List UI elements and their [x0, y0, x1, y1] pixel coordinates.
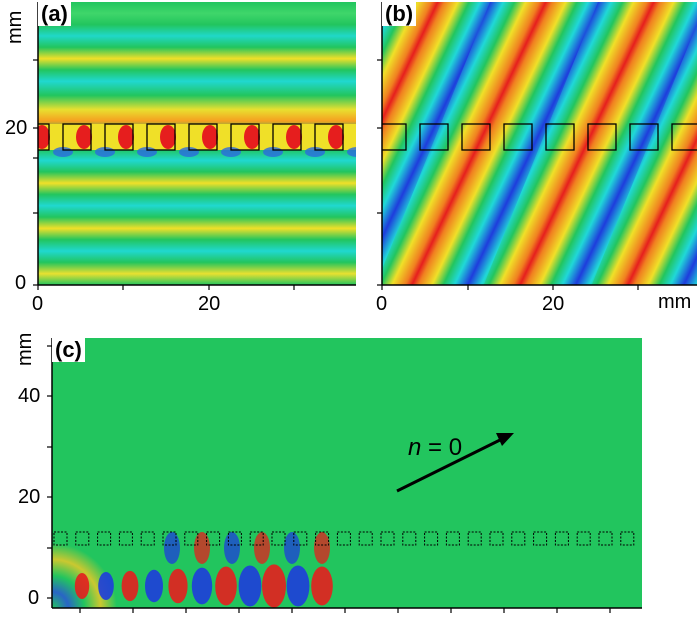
panel-a-x-tick-0: 0: [32, 293, 44, 315]
panel-a-hot-spot: [76, 125, 92, 149]
panel-b-scatterer-box: [503, 123, 533, 151]
panel-c-scatterer-box: [424, 531, 439, 546]
panel-a-scatterer-box: [230, 123, 260, 151]
panel-c-y-tick-40: 40: [18, 385, 41, 407]
panel-c-scatterer-box: [227, 531, 242, 546]
panel-c-field-spot: [191, 567, 213, 605]
panel-a-y-unit: mm: [4, 10, 26, 44]
panel-c-scatterer-box: [380, 531, 395, 546]
panel-b-scatterer-box: [461, 123, 491, 151]
panel-c-scatterer-box: [293, 531, 308, 546]
direction-arrowhead: [496, 433, 514, 446]
panel-a-hot-spot: [160, 125, 176, 149]
panel-c: (c) n = 0: [52, 338, 642, 608]
panel-c-scatterer-box: [97, 531, 112, 546]
panel-a-y-tick-0: 0: [15, 272, 27, 294]
panel-c-scatterer-box: [336, 531, 351, 546]
panel-c-scatterer-box: [75, 531, 90, 546]
panel-a-hot-spot: [286, 125, 302, 149]
panel-a-scatterer-box: [188, 123, 218, 151]
panel-a-scatterer-box: [38, 123, 50, 151]
panel-b: (b): [382, 2, 697, 285]
panel-c-scatterer-box: [249, 531, 264, 546]
panel-a-scatterer-box: [146, 123, 176, 151]
panel-c-scatterer-box: [206, 531, 221, 546]
panel-b-scatterer-box: [419, 123, 449, 151]
panel-c-scatterer-box: [511, 531, 526, 546]
panel-c-y-unit: mm: [14, 332, 36, 366]
panel-c-field-spot: [284, 532, 300, 564]
panel-c-field-spot: [238, 565, 262, 607]
panel-c-scatterer-box: [554, 531, 569, 546]
panel-b-scatterer-box: [382, 123, 407, 151]
panel-a-x-tick-20: 20: [198, 293, 221, 315]
panel-c-scatterer-box: [445, 531, 460, 546]
panel-a-scatterer-box: [62, 123, 92, 151]
panel-c-field-spot: [168, 568, 188, 604]
panel-c-field-spot: [311, 566, 333, 606]
panel-b-scatterer-box: [545, 123, 575, 151]
panel-c-scatterer-box: [118, 531, 133, 546]
panel-a-hot-spot: [118, 125, 134, 149]
panel-c-field-spot: [215, 566, 237, 606]
n-value: = 0: [421, 434, 463, 461]
panel-c-field-spot: [286, 565, 310, 607]
panel-c-field-spot: [74, 573, 90, 599]
panel-b-x-tick-0: 0: [376, 293, 388, 315]
panel-c-scatterer-box: [140, 531, 155, 546]
panel-c-scatterer-box: [402, 531, 417, 546]
panel-c-scatterer-box: [184, 531, 199, 546]
panel-a-scatterer-box: [104, 123, 134, 151]
panel-a-field: [38, 2, 356, 285]
panel-a-hot-spot: [38, 125, 50, 149]
panel-a-cold-spot: [347, 147, 356, 157]
panel-a-scatterer-box: [272, 123, 302, 151]
panel-b-x-unit: mm: [658, 291, 692, 313]
panel-a-label: (a): [38, 2, 71, 26]
panel-c-scatterer-box: [271, 531, 286, 546]
panel-c-field-spot: [164, 532, 180, 564]
panel-b-x-tick-20: 20: [542, 293, 565, 315]
panel-b-field: [382, 2, 697, 285]
panel-c-y-tick-20: 20: [18, 486, 41, 508]
panel-c-scatterer-box: [489, 531, 504, 546]
panel-a: (a): [38, 2, 356, 285]
panel-c-scatterer-box: [467, 531, 482, 546]
panel-c-scatterer-box: [576, 531, 591, 546]
panel-b-label: (b): [382, 2, 417, 26]
panel-c-field-spot: [254, 532, 270, 564]
n-equals-zero-label: n = 0: [408, 434, 462, 462]
panel-c-label: (c): [52, 338, 85, 362]
panel-c-scatterer-box: [315, 531, 330, 546]
direction-arrow: [396, 437, 503, 493]
panel-b-scatterer-box: [671, 123, 697, 151]
panel-c-scatterer-box: [533, 531, 548, 546]
panel-a-hot-spot: [328, 125, 344, 149]
panel-a-y-tick-20: 20: [5, 117, 28, 139]
panel-c-field-spot: [194, 532, 210, 564]
panel-c-field-spot: [145, 569, 163, 603]
panel-c-field: [52, 338, 642, 608]
panel-c-scatterer-box: [620, 531, 635, 546]
panel-c-field-spot: [224, 532, 240, 564]
panel-c-y-tick-0: 0: [28, 587, 40, 609]
panel-c-scatterer-box: [358, 531, 373, 546]
panel-b-scatterer-box: [629, 123, 659, 151]
panel-c-scatterer-box: [53, 531, 68, 546]
panel-c-field-spot: [314, 532, 330, 564]
n-symbol: n: [408, 434, 422, 461]
panel-a-hot-spot: [244, 125, 260, 149]
panel-b-scatterer-box: [587, 123, 617, 151]
panel-c-field-spot: [121, 570, 139, 602]
panel-c-scatterer-box: [162, 531, 177, 546]
panel-c-field-spot: [262, 564, 286, 608]
panel-a-hot-spot: [202, 125, 218, 149]
panel-c-field-spot: [98, 571, 114, 601]
panel-c-scatterer-box: [598, 531, 613, 546]
panel-a-scatterer-box: [314, 123, 344, 151]
